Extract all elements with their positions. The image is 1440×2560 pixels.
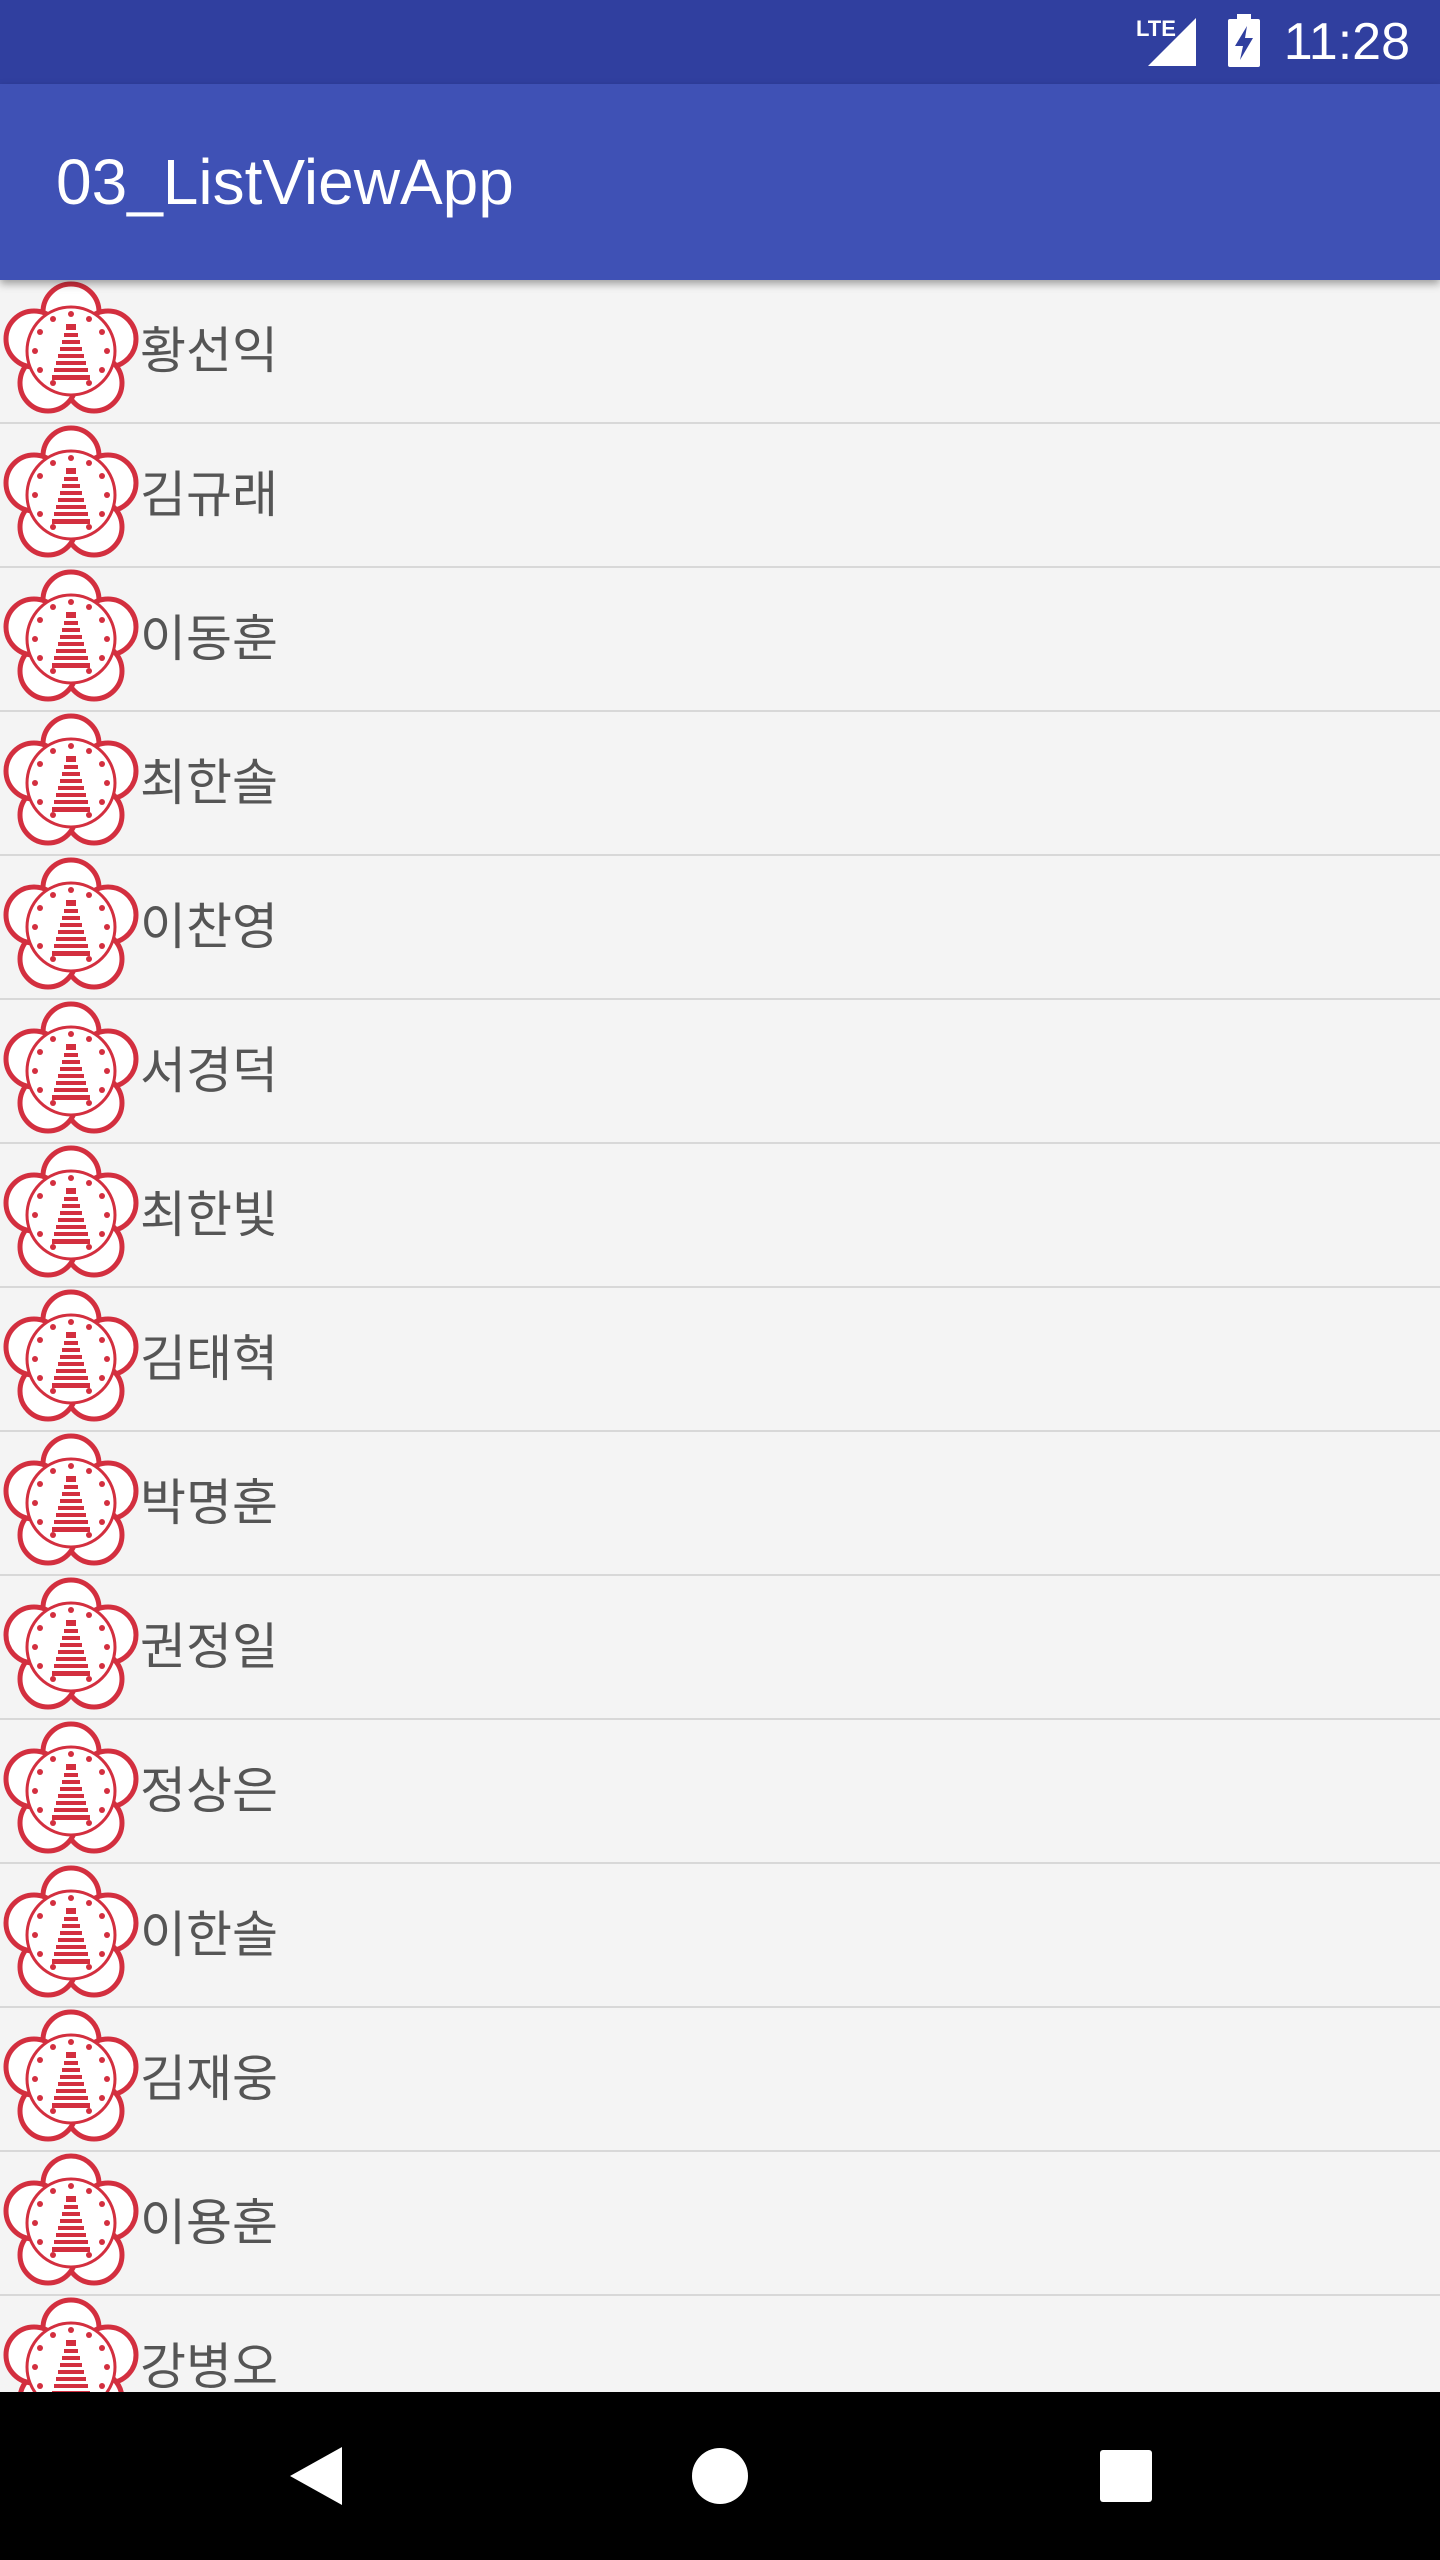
emblem-icon xyxy=(0,280,142,422)
navigation-bar xyxy=(0,2392,1440,2560)
emblem-icon xyxy=(0,856,142,998)
list-item-name: 이찬영 xyxy=(140,898,278,956)
list-item-name: 김규래 xyxy=(140,466,278,524)
signal-icon xyxy=(1148,18,1196,66)
emblem-icon xyxy=(0,1432,142,1574)
list-item-name: 황선익 xyxy=(140,322,278,380)
list-item-name: 이용훈 xyxy=(140,2194,278,2252)
list-item-name: 김태혁 xyxy=(140,1330,278,1388)
nav-back-button[interactable] xyxy=(216,2392,416,2560)
list-item[interactable]: 최한빛 xyxy=(0,1144,1440,1288)
list-item[interactable]: 황선익 xyxy=(0,280,1440,424)
list-item-name: 최한빛 xyxy=(140,1186,278,1244)
list-item[interactable]: 이한솔 xyxy=(0,1864,1440,2008)
app-bar: 03_ListViewApp xyxy=(0,84,1440,280)
list-item-name: 김재웅 xyxy=(140,2050,278,2108)
status-time: 11:28 xyxy=(1283,13,1410,71)
emblem-icon xyxy=(0,712,142,854)
battery-charging-icon xyxy=(1228,14,1260,67)
list-item-name: 강병오 xyxy=(140,2338,278,2392)
status-bar: LTE 11:28 xyxy=(0,0,1440,84)
list-item[interactable]: 이동훈 xyxy=(0,568,1440,712)
nav-home-button[interactable] xyxy=(620,2392,820,2560)
list-item-name: 서경덕 xyxy=(140,1042,278,1100)
emblem-icon xyxy=(0,2152,142,2294)
app-title: 03_ListViewApp xyxy=(56,146,514,218)
recents-square-icon xyxy=(1100,2450,1152,2502)
list-item[interactable]: 김규래 xyxy=(0,424,1440,568)
list-item[interactable]: 이용훈 xyxy=(0,2152,1440,2296)
list-item[interactable]: 이찬영 xyxy=(0,856,1440,1000)
emblem-icon xyxy=(0,1288,142,1430)
emblem-icon xyxy=(0,1144,142,1286)
back-triangle-icon xyxy=(290,2447,342,2505)
list-item[interactable]: 박명훈 xyxy=(0,1432,1440,1576)
list-item[interactable]: 김태혁 xyxy=(0,1288,1440,1432)
list-item[interactable]: 최한솔 xyxy=(0,712,1440,856)
nav-recents-button[interactable] xyxy=(1026,2392,1226,2560)
list-item[interactable]: 강병오 xyxy=(0,2296,1440,2392)
list-item-name: 정상은 xyxy=(140,1762,278,1820)
list-item[interactable]: 권정일 xyxy=(0,1576,1440,1720)
emblem-icon xyxy=(0,1000,142,1142)
emblem-icon xyxy=(0,1576,142,1718)
list-item[interactable]: 서경덕 xyxy=(0,1000,1440,1144)
emblem-icon xyxy=(0,568,142,710)
emblem-icon xyxy=(0,1864,142,2006)
emblem-icon xyxy=(0,424,142,566)
list-item[interactable]: 정상은 xyxy=(0,1720,1440,1864)
list-item-name: 최한솔 xyxy=(140,754,278,812)
list-item[interactable]: 김재웅 xyxy=(0,2008,1440,2152)
emblem-icon xyxy=(0,1720,142,1862)
list-item-name: 이동훈 xyxy=(140,610,278,668)
network-type-label: LTE xyxy=(1136,16,1176,41)
list-item-name: 박명훈 xyxy=(140,1474,278,1532)
list-item-name: 이한솔 xyxy=(140,1906,278,1964)
list-item-name: 권정일 xyxy=(140,1618,278,1676)
home-circle-icon xyxy=(692,2448,748,2504)
emblem-icon xyxy=(0,2008,142,2150)
emblem-icon xyxy=(0,2296,142,2392)
